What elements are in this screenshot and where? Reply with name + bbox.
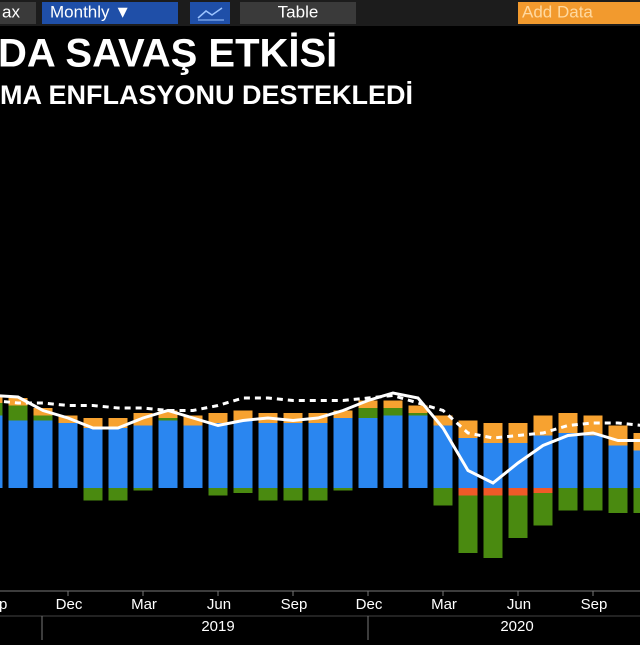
bar-segment [434,488,453,506]
bar-segment [0,416,3,489]
bar-segment [334,418,353,488]
bar-segment [359,418,378,488]
bar-segment [509,443,528,488]
bar-segment [634,451,640,489]
table-label: Table [278,2,319,21]
bar-segment [34,416,53,421]
x-tick-label: Mar [131,596,157,613]
range-label: ax [2,2,20,21]
add-data-label: Add Data [522,2,593,21]
bar-segment [159,421,178,489]
x-tick-label: Dec [356,596,383,613]
x-tick-label: Jun [207,596,231,613]
bar-segment [359,408,378,418]
bar-segment [409,416,428,489]
bar-segment [9,406,28,421]
bar-segment [109,488,128,501]
bar-segment [284,423,303,488]
x-tick-label: Sep [581,596,608,613]
bar-segment [509,488,528,496]
x-tick-label: Dec [56,596,83,613]
bar-segment [59,423,78,488]
bar-segment [559,433,578,488]
year-label: 2019 [201,618,234,635]
bar-segment [309,488,328,501]
bar-segment [134,488,153,491]
bar-segment [459,438,478,488]
bar-segment [584,436,603,489]
bar-segment [234,488,253,493]
x-tick-label: Sep [0,596,7,613]
bar-segment [559,413,578,433]
bar-segment [609,426,628,446]
bar-segment [584,488,603,511]
bar-segment [309,423,328,488]
bar-segment [384,408,403,416]
bar-segment [234,421,253,489]
bar-segment [334,488,353,491]
x-tick-label: Sep [281,596,308,613]
bar-segment [284,488,303,501]
bar-segment [84,428,103,488]
bar-segment [159,418,178,421]
bar-segment [434,426,453,489]
x-tick-label: Mar [431,596,457,613]
bar-segment [0,403,3,416]
bar-segment [384,401,403,409]
bar-segment [634,488,640,513]
chart-title: DA SAVAŞ ETKİSİ [0,32,337,76]
bar-segment [559,488,578,511]
bar-segment [209,413,228,423]
bar-segment [459,488,478,496]
bar-segment [509,496,528,539]
bar-segment [34,421,53,489]
bar-segment [609,446,628,489]
bar-segment [9,421,28,489]
bar-segment [534,488,553,493]
bar-segment [259,488,278,501]
frequency-label: Monthly ▼ [50,2,131,21]
chart-subtitle: MA ENFLASYONU DESTEKLEDİ [0,80,413,110]
bar-segment [509,423,528,443]
bar-segment [209,488,228,496]
bar-segment [534,493,553,526]
bar-segment [484,488,503,496]
bar-segment [209,423,228,488]
bar-segment [484,496,503,559]
bar-segment [409,413,428,416]
bar-segment [484,423,503,443]
bar-segment [184,426,203,489]
bar-segment [109,428,128,488]
bar-segment [459,496,478,554]
bar-segment [84,488,103,501]
x-tick-label: Jun [507,596,531,613]
bar-segment [134,426,153,489]
bar-segment [259,423,278,488]
bar-segment [384,416,403,489]
year-label: 2020 [500,618,533,635]
bar-segment [609,488,628,513]
